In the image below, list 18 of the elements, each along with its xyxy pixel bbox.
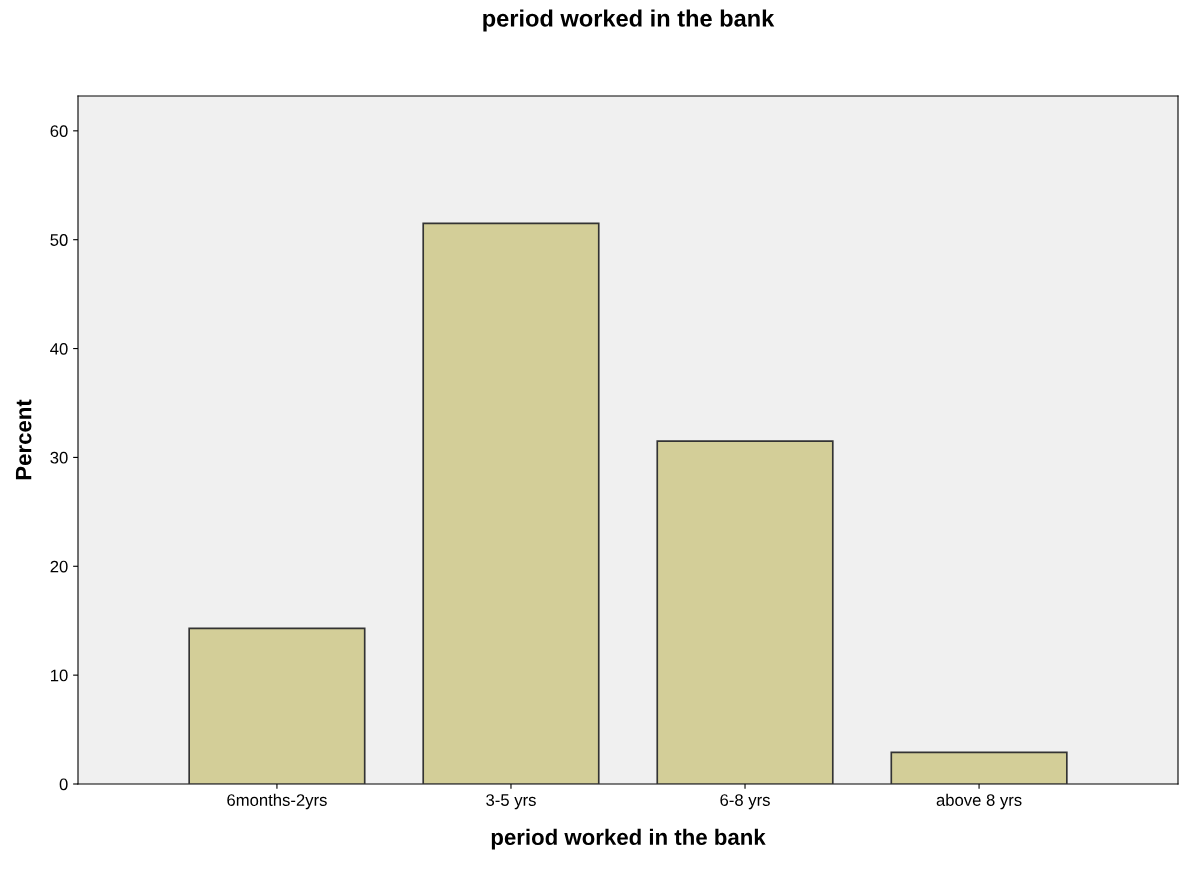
chart-title: period worked in the bank bbox=[483, 9, 775, 32]
y-tick-label: 50 bbox=[50, 234, 68, 246]
y-axis-title: Percent bbox=[15, 399, 32, 480]
y-tick-label: 40 bbox=[50, 342, 68, 355]
x-tick-label: 6-8 yrs bbox=[720, 794, 770, 810]
bar bbox=[188, 627, 366, 784]
x-tick-label: above 8 yrs bbox=[936, 793, 1022, 810]
bar bbox=[422, 222, 600, 784]
x-tick-label: 3-5 yrs bbox=[486, 794, 536, 810]
y-tick-label: 30 bbox=[50, 451, 68, 464]
bar bbox=[890, 751, 1068, 784]
y-tick-label: 0 bbox=[59, 778, 68, 791]
x-axis-title: period worked in the bank bbox=[491, 828, 766, 850]
bar bbox=[656, 440, 834, 784]
y-tick-label: 60 bbox=[50, 125, 68, 138]
y-tick-label: 20 bbox=[50, 560, 68, 573]
y-tick-label: 10 bbox=[51, 669, 68, 682]
x-tick-label: 6months-2yrs bbox=[227, 793, 327, 810]
